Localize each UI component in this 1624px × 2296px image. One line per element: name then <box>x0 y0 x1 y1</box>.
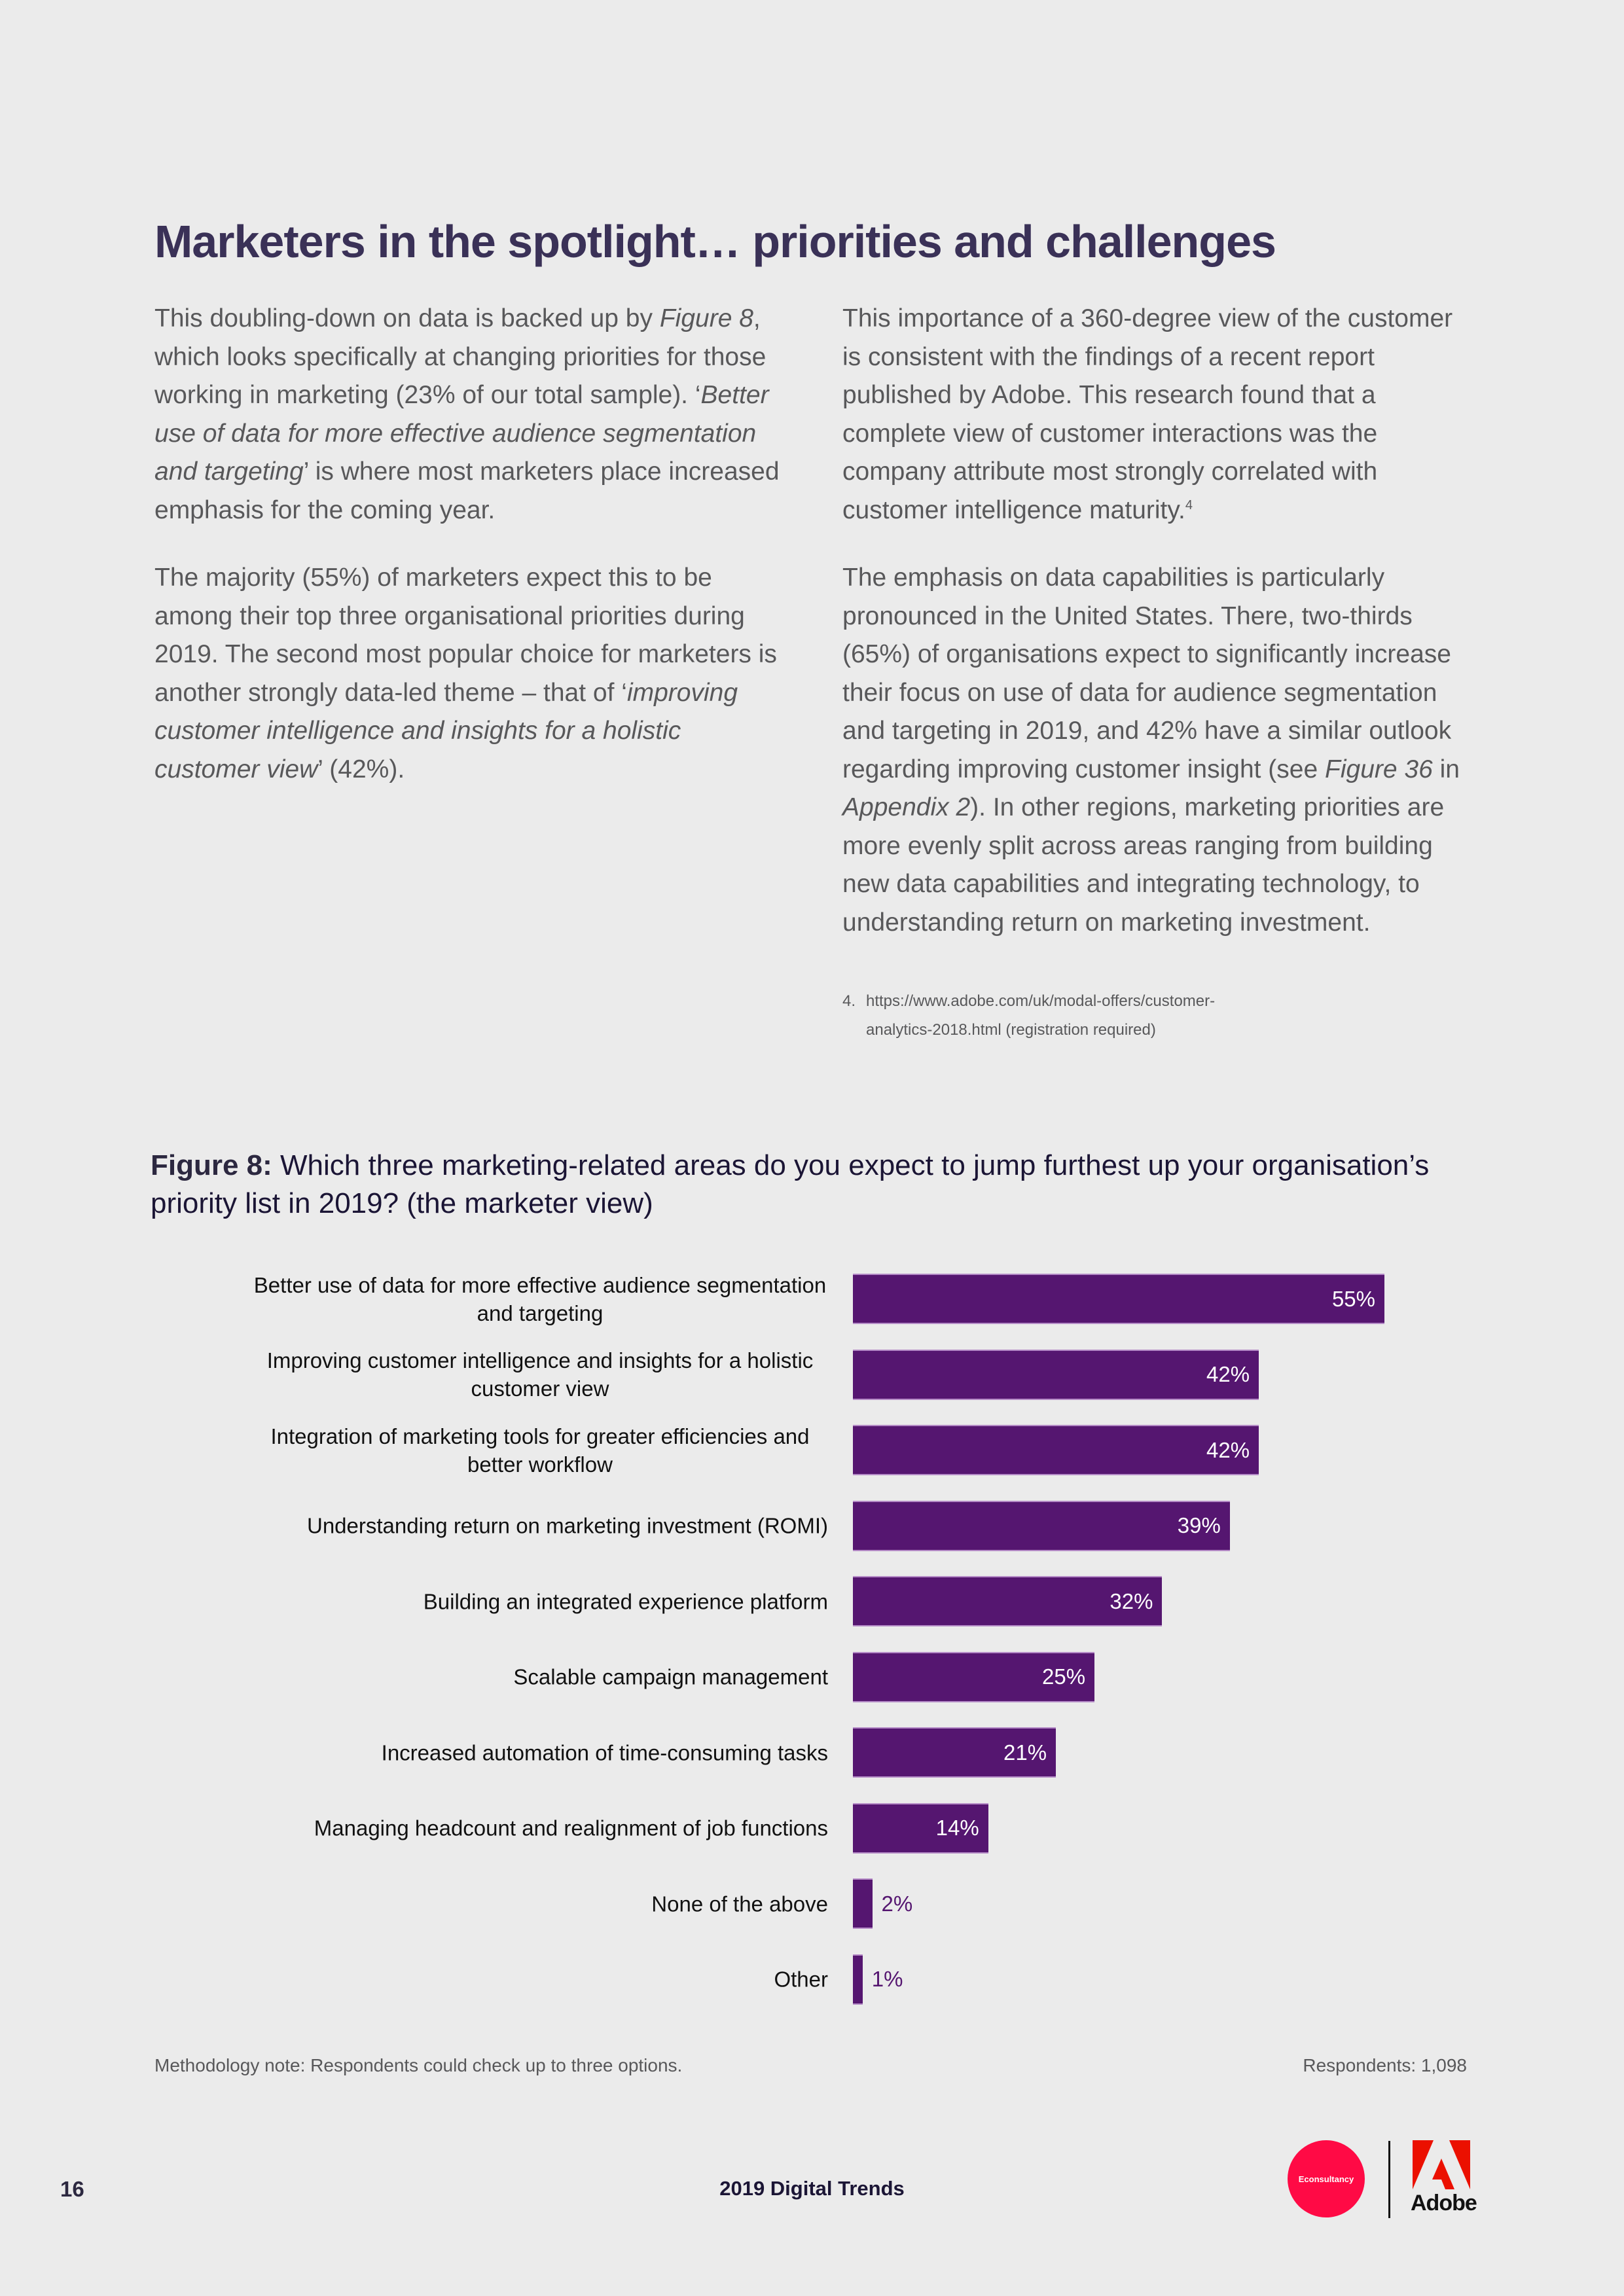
bar-category-label: None of the above <box>213 1890 828 1918</box>
footnote-link-line1[interactable]: https://www.adobe.com/uk/modal-offers/cu… <box>866 992 1216 1010</box>
bar-category-label-line: Increased automation of time-consuming t… <box>381 1740 828 1765</box>
text-segment: Figure 36 <box>1325 755 1433 783</box>
bar-row: Building an integrated experience platfo… <box>0 1576 1624 1626</box>
text-segment: The majority (55%) of marketers expect t… <box>154 564 777 707</box>
bar-value-label: 2% <box>881 1891 913 1916</box>
bar-category-label-line: Improving customer intelligence and insi… <box>266 1348 814 1372</box>
methodology-note: Methodology note: Respondents could chec… <box>154 2055 683 2075</box>
bar-row: Managing headcount and realignment of jo… <box>0 1803 1624 1854</box>
figure-question: Which three marketing-related areas do y… <box>151 1149 1430 1219</box>
bar-row: Increased automation of time-consuming t… <box>0 1727 1624 1778</box>
bar-row: Integration of marketing tools for great… <box>0 1424 1624 1477</box>
text-segment: , which looks specifically at changing p… <box>154 304 767 409</box>
bar-value-label: 25% <box>1042 1664 1086 1689</box>
bar <box>853 1954 863 2005</box>
text-segment: The emphasis on data capabilities is par… <box>842 564 1452 783</box>
bar <box>853 1803 988 1854</box>
figure-label: Figure 8: <box>151 1149 272 1181</box>
bar-value-label: 1% <box>871 1967 903 1991</box>
econsultancy-logo-icon: Econsultancy <box>1288 2140 1365 2217</box>
footnote: 4. https://www.adobe.com/uk/modal-offers/… <box>842 987 1301 1045</box>
bar-category-label: Integration of marketing tools for great… <box>252 1422 828 1479</box>
text-segment: This doubling-down on data is backed up … <box>154 304 660 332</box>
bar-category-label-line: Integration of marketing tools for great… <box>270 1424 810 1448</box>
bar <box>853 1500 1230 1551</box>
bar <box>853 1727 1056 1778</box>
bar <box>853 1274 1384 1324</box>
bar-row: None of the above 2% <box>0 1878 1624 1929</box>
body-column-left: This doubling-down on data is backed up … <box>154 300 783 818</box>
bar-value-label: 55% <box>1331 1286 1375 1311</box>
publication-title: 2019 Digital Trends <box>719 2177 905 2200</box>
adobe-logo-text: Adobe <box>1411 2191 1477 2215</box>
bar <box>853 1878 873 1929</box>
bar-category-label: Understanding return on marketing invest… <box>213 1512 828 1540</box>
text-segment: ’ (42%). <box>317 755 405 783</box>
bar-category-label-line: Building an integrated experience platfo… <box>423 1589 828 1613</box>
text-segment: This importance of a 360-degree view of … <box>842 304 1453 524</box>
bar-row: Improving customer intelligence and insi… <box>0 1348 1624 1401</box>
body-paragraph: The emphasis on data capabilities is par… <box>842 559 1471 942</box>
bar-value-label: 42% <box>1206 1362 1250 1386</box>
bar-category-label-line: Managing headcount and realignment of jo… <box>314 1816 828 1840</box>
logo-divider <box>1388 2141 1390 2218</box>
bar-row: Other 1% <box>0 1954 1624 2005</box>
bar-value-label: 32% <box>1110 1588 1153 1613</box>
footnote-link-line2[interactable]: analytics-2018.html (registration requir… <box>866 1021 1156 1039</box>
text-segment: ’ is where most marketers place increase… <box>154 457 780 524</box>
bar-category-label: Building an integrated experience platfo… <box>213 1587 828 1615</box>
body-paragraph: This doubling-down on data is backed up … <box>154 300 783 529</box>
bar-category-label: Improving customer intelligence and insi… <box>252 1346 828 1403</box>
text-segment: ). In other regions, marketing prioritie… <box>842 793 1445 937</box>
bar-category-label-line: and targeting <box>477 1300 604 1325</box>
adobe-logo-icon <box>1413 2140 1470 2189</box>
bar-category-label-line: Better use of data for more effective au… <box>253 1272 827 1297</box>
bar-category-label-line: Other <box>774 1967 828 1992</box>
bar <box>853 1425 1259 1475</box>
econsultancy-logo-text: Econsultancy <box>1298 2174 1354 2184</box>
text-segment: improving customer intelligence and insi… <box>154 678 738 783</box>
body-paragraph: This importance of a 360-degree view of … <box>842 300 1471 529</box>
page-number: 16 <box>60 2177 84 2201</box>
footnote-reference[interactable]: 4 <box>1185 497 1193 512</box>
bar-category-label-line: None of the above <box>651 1892 828 1916</box>
bar-value-label: 39% <box>1177 1513 1221 1537</box>
bar <box>853 1576 1163 1626</box>
text-segment: in <box>1432 755 1460 783</box>
bar-category-label-line: Scalable campaign management <box>513 1664 828 1689</box>
bar-category-label-line: better workflow <box>467 1452 613 1477</box>
bar-category-label-line: Understanding return on marketing invest… <box>307 1513 828 1538</box>
bar-row: Understanding return on marketing invest… <box>0 1500 1624 1551</box>
footnote-number: 4. <box>842 992 856 1010</box>
bar-row: Better use of data for more effective au… <box>0 1271 1624 1327</box>
bar-category-label: Better use of data for more effective au… <box>252 1271 828 1327</box>
bar-category-label: Other <box>213 1965 828 1994</box>
bar <box>853 1651 1095 1702</box>
bar-category-label: Managing headcount and realignment of jo… <box>213 1814 828 1842</box>
bar-value-label: 14% <box>935 1816 979 1840</box>
bar-category-label: Scalable campaign management <box>213 1663 828 1691</box>
bar-value-label: 42% <box>1206 1437 1250 1462</box>
figure-title: Figure 8: Which three marketing-related … <box>151 1147 1486 1223</box>
bar-value-label: 21% <box>1003 1740 1047 1765</box>
respondents-count: Respondents: 1,098 <box>1303 2055 1467 2075</box>
body-paragraph: The majority (55%) of marketers expect t… <box>154 559 783 789</box>
text-segment: Figure 8 <box>659 304 753 332</box>
text-segment: Appendix 2 <box>842 793 971 821</box>
body-column-right: This importance of a 360-degree view of … <box>842 300 1471 971</box>
bar <box>853 1349 1259 1400</box>
bar-category-label-line: customer view <box>471 1376 609 1401</box>
bar-row: Scalable campaign management 25% <box>0 1651 1624 1702</box>
page-title: Marketers in the spotlight… priorities a… <box>154 215 1276 267</box>
text-segment: Better use of data for more effective au… <box>154 381 769 486</box>
bar-category-label: Increased automation of time-consuming t… <box>213 1738 828 1767</box>
